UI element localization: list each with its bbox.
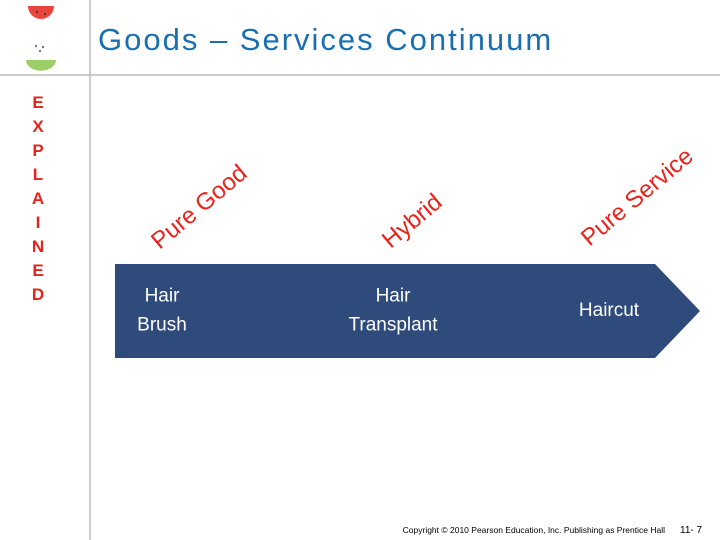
examples: Hair Brush Hair Transplant Haircut (137, 286, 640, 336)
sidebar-letter: P (32, 141, 43, 160)
example-label: Brush (137, 315, 187, 336)
example-label: Hair (376, 286, 412, 307)
sidebar-letter: E (32, 261, 43, 280)
example-label: Transplant (348, 315, 438, 336)
page-number: 11- 7 (680, 525, 702, 536)
sidebar-letter: I (36, 213, 41, 232)
continuum-arrow (115, 264, 700, 358)
title: Goods – Services Continuum (98, 22, 553, 57)
example-label: Hair (145, 286, 181, 307)
sidebar-letter: D (32, 285, 44, 304)
sidebar-letter: E (32, 93, 43, 112)
example-label: Haircut (579, 300, 640, 321)
copyright: Copyright © 2010 Pearson Education, Inc.… (403, 525, 665, 535)
watermelon-icon (26, 6, 56, 71)
sidebar-letter: L (33, 165, 43, 184)
sidebar-letter: N (32, 237, 44, 256)
sidebar-letter: A (32, 189, 44, 208)
sidebar-letter: X (32, 117, 44, 136)
